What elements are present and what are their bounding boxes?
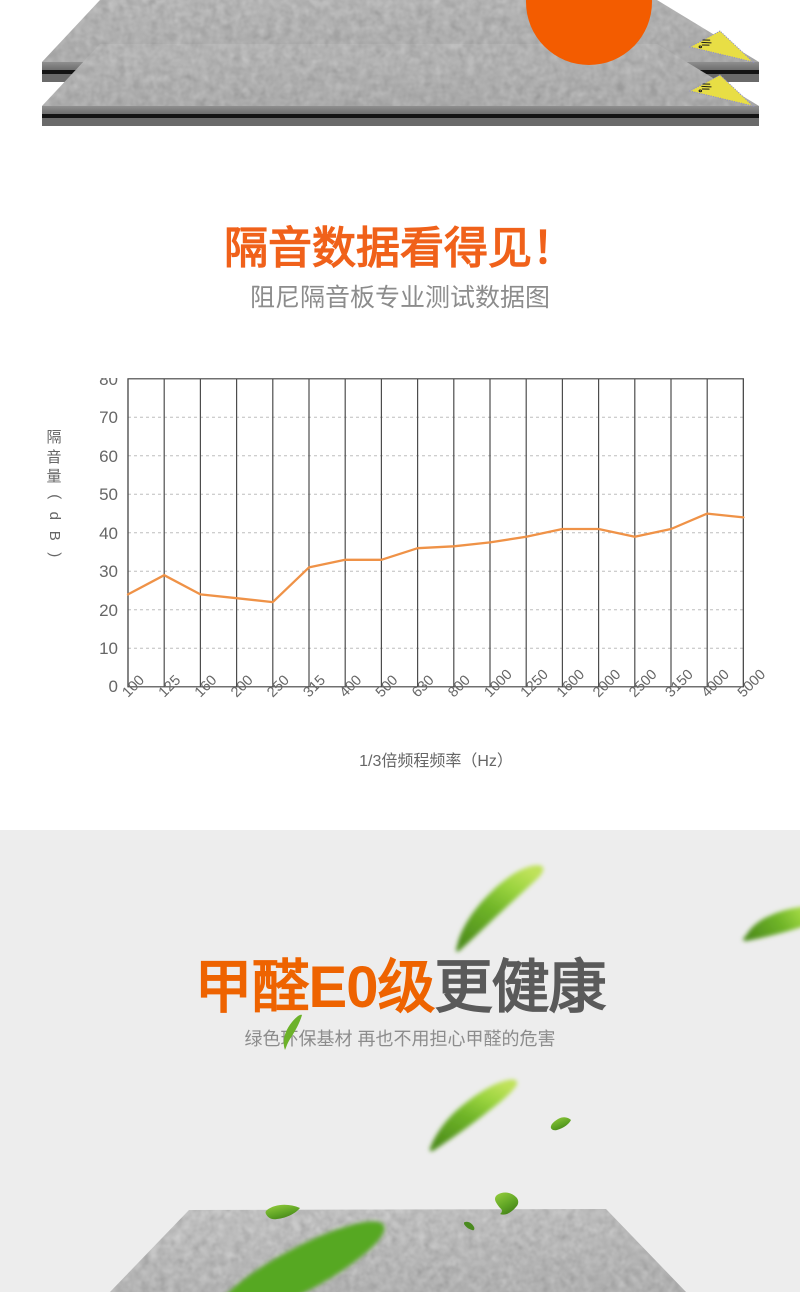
svg-text:315: 315 [301,672,329,700]
svg-text:400: 400 [337,672,365,700]
svg-text:30: 30 [99,562,118,581]
svg-text:4000: 4000 [699,667,733,701]
svg-text:5000: 5000 [735,667,769,701]
svg-text:630: 630 [409,672,437,700]
svg-text:80: 80 [99,378,118,389]
svg-text:1250: 1250 [518,667,552,701]
svg-text:200: 200 [228,672,256,700]
svg-text:1600: 1600 [554,667,588,701]
svg-text:70: 70 [99,408,118,427]
svg-text:60: 60 [99,447,118,466]
svg-text:10: 10 [99,639,118,658]
svg-text:125: 125 [156,672,184,700]
svg-text:2500: 2500 [626,667,660,701]
svg-text:1/3倍频程频率（Hz）: 1/3倍频程频率（Hz） [359,752,513,770]
svg-text:0: 0 [109,677,118,696]
svg-text:40: 40 [99,524,118,543]
svg-text:250: 250 [264,672,292,700]
svg-text:160: 160 [192,672,220,700]
svg-text:100: 100 [120,672,148,700]
svg-text:2000: 2000 [590,667,624,701]
svg-text:1000: 1000 [482,667,516,701]
svg-text:3150: 3150 [663,667,697,701]
svg-text:20: 20 [99,601,118,620]
svg-text:50: 50 [99,485,118,504]
svg-text:500: 500 [373,672,401,700]
svg-text:800: 800 [445,672,473,700]
